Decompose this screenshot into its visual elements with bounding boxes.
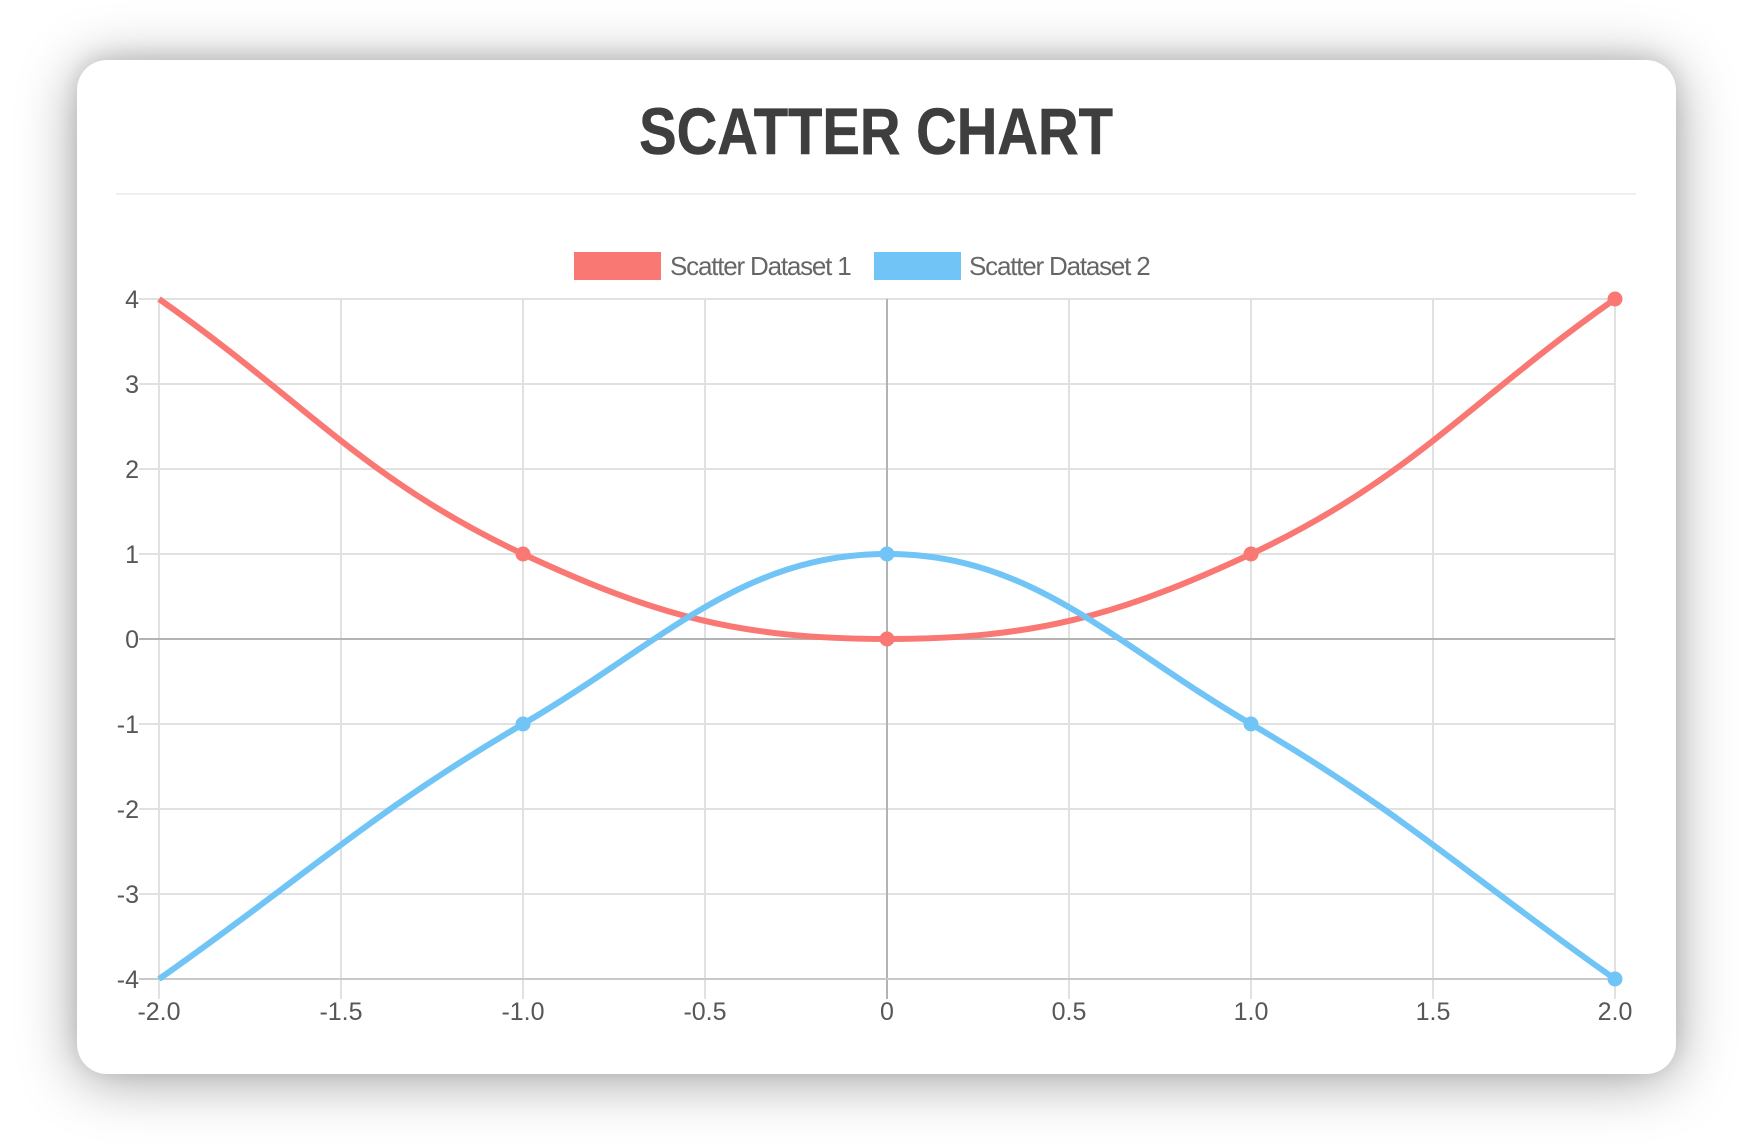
svg-text:-2.0: -2.0 <box>137 998 180 1026</box>
svg-text:1.5: 1.5 <box>1416 998 1451 1026</box>
svg-text:-4: -4 <box>117 966 139 994</box>
svg-text:2.0: 2.0 <box>1598 998 1633 1026</box>
svg-text:1: 1 <box>125 541 139 569</box>
svg-text:-0.5: -0.5 <box>683 998 726 1026</box>
svg-text:-1: -1 <box>117 711 139 739</box>
svg-text:3: 3 <box>125 371 139 399</box>
svg-text:1.0: 1.0 <box>1234 998 1269 1026</box>
svg-text:4: 4 <box>125 286 139 314</box>
svg-text:-2: -2 <box>117 796 139 824</box>
svg-text:0.5: 0.5 <box>1052 998 1087 1026</box>
svg-text:-3: -3 <box>117 881 139 909</box>
svg-text:-1.5: -1.5 <box>319 998 362 1026</box>
svg-text:2: 2 <box>125 456 139 484</box>
svg-text:-1.0: -1.0 <box>501 998 544 1026</box>
svg-text:0: 0 <box>880 998 894 1026</box>
svg-text:0: 0 <box>125 626 139 654</box>
